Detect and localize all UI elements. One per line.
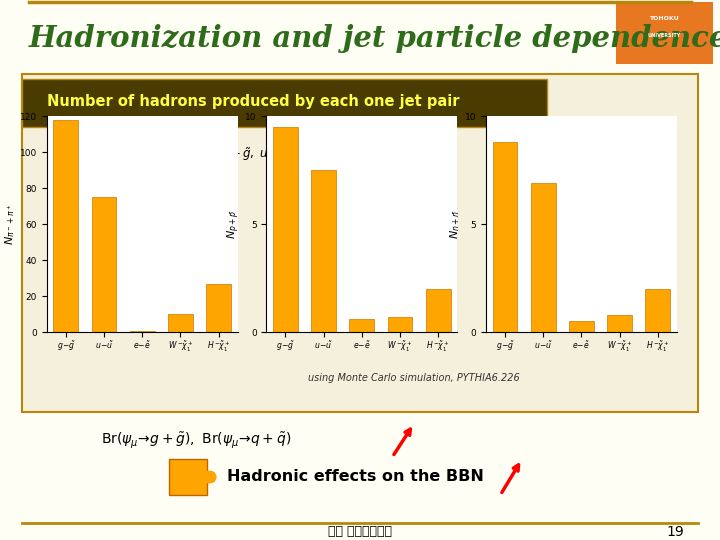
FancyBboxPatch shape: [169, 459, 207, 495]
Text: Hadronization and jet particle dependence: Hadronization and jet particle dependenc…: [29, 24, 720, 53]
Bar: [349, 319, 374, 332]
Bar: [387, 317, 413, 332]
Text: Number of hadrons produced by each one jet pair: Number of hadrons produced by each one j…: [47, 94, 459, 110]
Bar: [91, 197, 117, 332]
Text: 四柳 陽（東北大）: 四柳 陽（東北大）: [328, 525, 392, 538]
Bar: [569, 321, 594, 332]
Text: TOHOKU: TOHOKU: [649, 16, 679, 21]
Text: $m_{3/2}=10^4\ \mathrm{GeV}$: $m_{3/2}=10^4\ \mathrm{GeV}$: [555, 146, 640, 165]
Bar: [645, 289, 670, 332]
Y-axis label: $N_{\pi^- + \pi^+}$: $N_{\pi^- + \pi^+}$: [4, 203, 17, 245]
Text: $(g-\tilde{g},\ u-\tilde{u},\ e-\tilde{e},\ W^{-}-\tilde{\chi}_1^{+},\ H^{-}-\ti: $(g-\tilde{g},\ u-\tilde{u},\ e-\tilde{e…: [215, 146, 447, 165]
Text: 19: 19: [666, 525, 684, 539]
Bar: [130, 331, 155, 332]
Y-axis label: $N_{n + \bar{n}}$: $N_{n + \bar{n}}$: [448, 210, 462, 239]
Bar: [426, 289, 451, 332]
Bar: [168, 314, 193, 332]
FancyBboxPatch shape: [22, 79, 547, 126]
Text: using Monte Carlo simulation, PYTHIA6.226: using Monte Carlo simulation, PYTHIA6.22…: [308, 374, 520, 383]
Text: UNIVERSITY: UNIVERSITY: [647, 33, 680, 38]
Y-axis label: $N_{p + \bar{p}}$: $N_{p + \bar{p}}$: [226, 210, 243, 239]
Bar: [531, 183, 556, 332]
Bar: [53, 120, 78, 332]
Text: Hadronic effects on the BBN: Hadronic effects on the BBN: [227, 469, 484, 484]
FancyBboxPatch shape: [22, 75, 698, 411]
FancyBboxPatch shape: [616, 2, 713, 64]
Bar: [311, 170, 336, 332]
Bar: [273, 127, 298, 332]
Text: $\mathrm{Br}(\psi_\mu \!\to\! g+\tilde{g}),\ \mathrm{Br}(\psi_\mu \!\to\! q+\til: $\mathrm{Br}(\psi_\mu \!\to\! g+\tilde{g…: [101, 430, 291, 450]
Bar: [492, 142, 518, 332]
Bar: [206, 284, 231, 332]
Bar: [607, 315, 632, 332]
